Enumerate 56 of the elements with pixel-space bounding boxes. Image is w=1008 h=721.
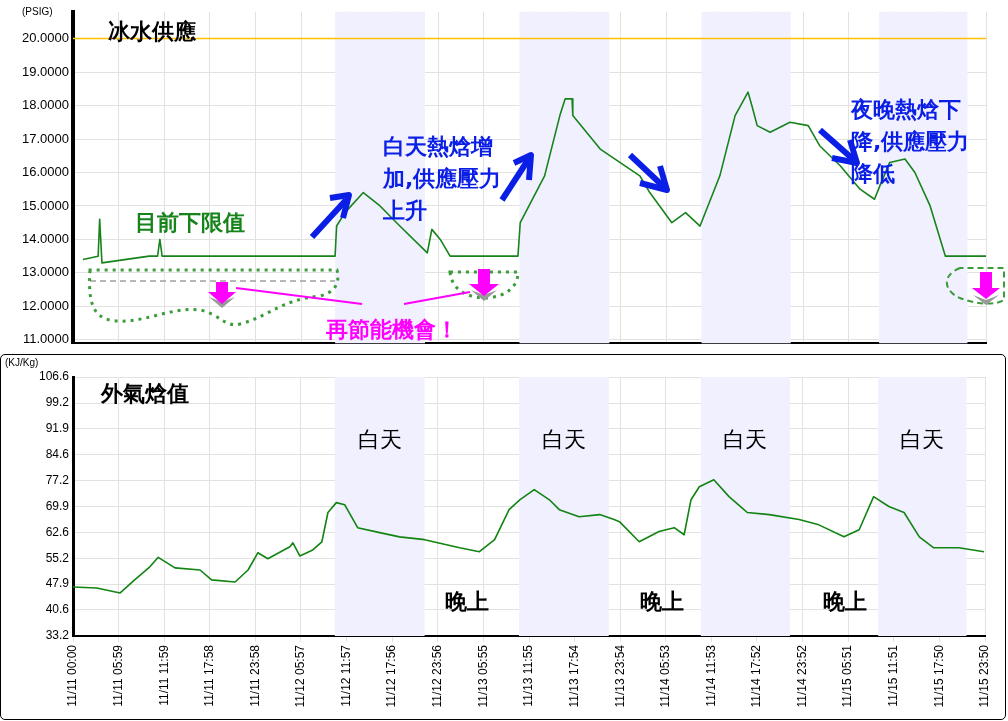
band-label: 白天	[357, 426, 402, 452]
y-tick-label: 69.9	[45, 498, 70, 513]
annotation: 晚上	[640, 588, 684, 614]
x-tick-label: 11/14 11:53	[703, 644, 718, 707]
x-tick-label: 11/13 11:55	[521, 644, 536, 707]
y-tick-label: 47.9	[45, 576, 70, 591]
x-tick-label: 11/12 17:56	[384, 644, 399, 708]
y-tick-label: 15.0000	[22, 197, 69, 213]
annotation: 再節能機會！	[325, 316, 458, 342]
x-tick-label: 11/14 05:53	[658, 644, 673, 708]
y-tick-label: 91.9	[45, 421, 70, 436]
x-tick-label: 11/15 23:50	[977, 644, 992, 708]
x-tick-label: 11/11 11:59	[156, 644, 171, 706]
x-tick-label: 11/12 05:57	[293, 644, 308, 708]
x-tick-label: 11/14 17:52	[749, 644, 764, 708]
annotation: 晚上	[823, 588, 867, 614]
band-label: 白天	[900, 426, 945, 452]
y-tick-label: 19.0000	[22, 63, 69, 79]
y-tick-label: 33.2	[45, 628, 70, 643]
y-tick-label: 99.2	[45, 395, 70, 410]
band-label: 白天	[541, 426, 586, 452]
x-tick-label: 11/12 23:56	[430, 644, 445, 708]
y-tick-label: 13.0000	[22, 264, 69, 280]
y-tick-label: 62.6	[45, 524, 70, 539]
y-tick-label: 12.0000	[22, 297, 69, 313]
chart-title: 冰水供應	[108, 18, 197, 44]
x-tick-label: 11/13 05:55	[475, 644, 490, 708]
annotation: 晚上	[445, 588, 489, 614]
y-tick-label: 106.6	[38, 369, 70, 384]
y-tick-label: 16.0000	[22, 164, 69, 180]
chart-title: 外氣焓值	[100, 380, 189, 406]
band-label: 白天	[723, 426, 768, 452]
x-tick-label: 11/11 00:00	[65, 644, 80, 707]
y-tick-label: 20.0000	[22, 30, 69, 46]
y-tick-label: 17.0000	[22, 130, 69, 146]
y-tick-label: 84.6	[45, 446, 70, 461]
y-tick-label: 55.2	[45, 550, 70, 565]
y-tick-label: 40.6	[45, 602, 70, 617]
y-axis-title: (KJ/Kg)	[5, 356, 39, 368]
x-tick-label: 11/15 17:50	[931, 644, 946, 708]
y-axis-title: (PSIG)	[22, 5, 53, 17]
x-tick-label: 11/14 23:52	[794, 644, 809, 708]
y-tick-label: 11.0000	[22, 331, 69, 347]
y-tick-label: 77.2	[45, 473, 70, 488]
x-tick-label: 11/11 17:58	[202, 644, 217, 707]
x-tick-label: 11/15 11:51	[886, 644, 901, 707]
y-tick-label: 18.0000	[22, 97, 69, 113]
x-tick-label: 11/11 23:58	[247, 644, 262, 707]
annotation: 白天熱焓增加,供應壓力上升	[382, 133, 502, 223]
y-tick-label: 14.0000	[22, 231, 69, 247]
x-tick-label: 11/15 05:51	[840, 644, 855, 708]
annotation: 目前下限值	[135, 209, 245, 235]
x-tick-label: 11/12 11:57	[338, 644, 353, 707]
x-tick-label: 11/13 23:54	[612, 644, 627, 708]
x-tick-label: 11/11 05:59	[110, 644, 125, 707]
x-tick-label: 11/13 17:54	[566, 644, 581, 708]
